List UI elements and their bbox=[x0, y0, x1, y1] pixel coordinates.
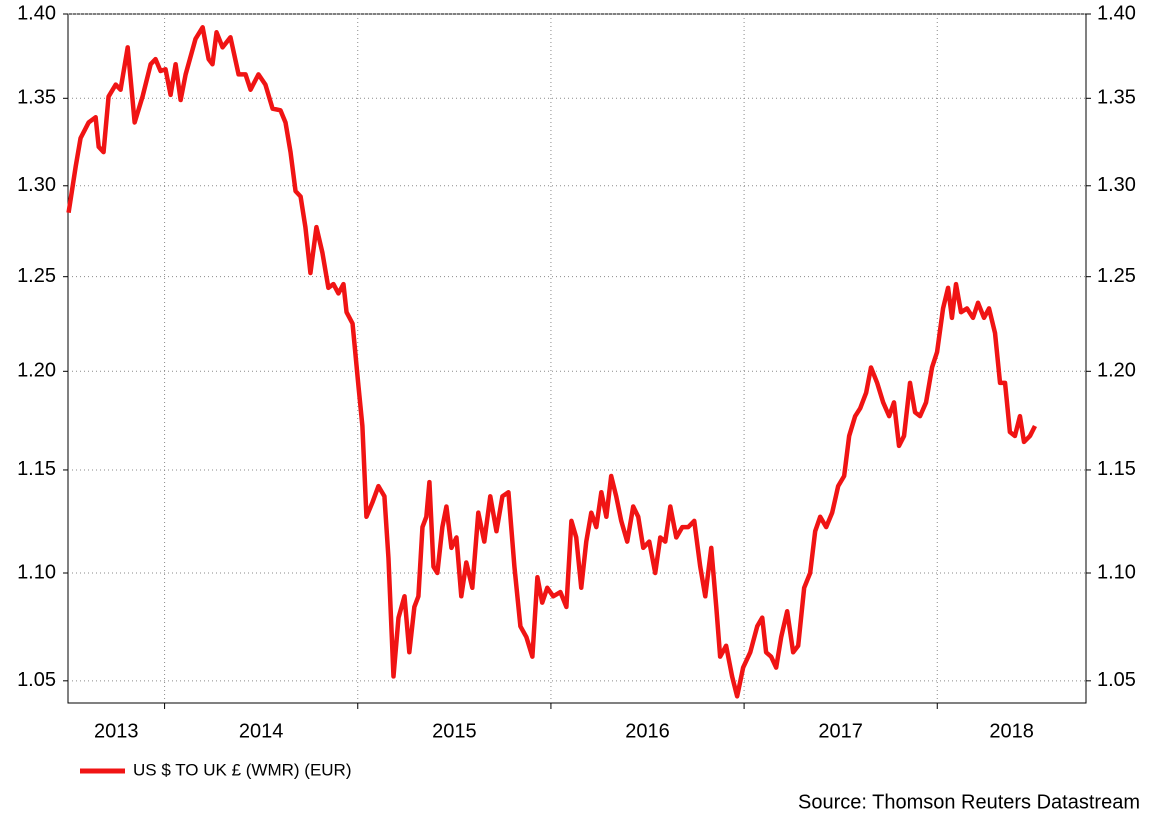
source-note: Source: Thomson Reuters Datastream bbox=[798, 791, 1140, 813]
y-tick-label: 1.35 bbox=[17, 87, 56, 109]
x-tick-label: 2015 bbox=[432, 720, 477, 742]
y-tick-label: 1.25 bbox=[17, 265, 56, 287]
data-line bbox=[66, 25, 1038, 699]
y-tick-label: 1.15 bbox=[17, 458, 56, 480]
y-tick-label: 1.30 bbox=[17, 174, 56, 196]
y2-tick-label: 1.35 bbox=[1097, 87, 1136, 109]
y-tick-label: 1.40 bbox=[17, 2, 56, 24]
y2-tick-label: 1.30 bbox=[1097, 174, 1136, 196]
y2-tick-label: 1.10 bbox=[1097, 561, 1136, 583]
x-tick-label: 2013 bbox=[94, 720, 139, 742]
y2-tick-label: 1.20 bbox=[1097, 360, 1136, 382]
x-tick-label: 2018 bbox=[989, 720, 1034, 742]
y2-tick-label: 1.05 bbox=[1097, 669, 1136, 691]
y-tick-label: 1.20 bbox=[17, 360, 56, 382]
legend-label: US $ TO UK £ (WMR) (EUR) bbox=[133, 760, 352, 779]
y-tick-label: 1.10 bbox=[17, 561, 56, 583]
y-tick-label: 1.05 bbox=[17, 669, 56, 691]
y2-tick-label: 1.15 bbox=[1097, 458, 1136, 480]
y2-tick-label: 1.40 bbox=[1097, 2, 1136, 24]
x-tick-label: 2017 bbox=[818, 720, 863, 742]
x-tick-label: 2014 bbox=[239, 720, 284, 742]
y2-tick-label: 1.25 bbox=[1097, 265, 1136, 287]
x-tick-label: 2016 bbox=[625, 720, 670, 742]
